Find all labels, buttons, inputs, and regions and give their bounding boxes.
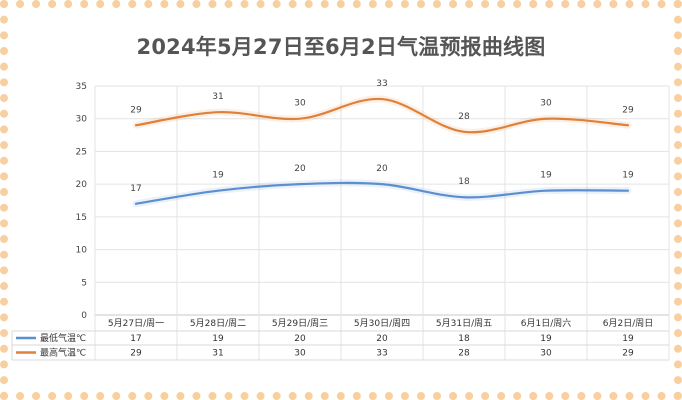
legend-label: 最高气温℃ — [40, 347, 86, 359]
y-tick-label: 35 — [76, 82, 87, 92]
y-tick-label: 25 — [76, 147, 87, 157]
y-tick-label: 15 — [76, 213, 87, 223]
data-label: 19 — [540, 171, 552, 181]
data-label: 28 — [458, 112, 470, 122]
table-cell-value: 20 — [376, 334, 388, 344]
x-tick-label: 5月29日/周三 — [272, 318, 328, 329]
x-tick-label: 5月28日/周二 — [190, 318, 246, 329]
table-cell-value: 19 — [622, 334, 634, 344]
table-cell-value: 19 — [212, 334, 224, 344]
y-tick-label: 30 — [76, 115, 88, 125]
table-cell-value: 17 — [130, 334, 141, 344]
y-tick-label: 20 — [76, 180, 88, 190]
y-tick-label: 5 — [81, 278, 87, 288]
series-line-glow — [132, 95, 632, 136]
data-label: 29 — [622, 105, 634, 115]
table-cell-value: 30 — [540, 349, 552, 359]
table-cell-value: 19 — [540, 334, 552, 344]
data-label: 19 — [212, 171, 224, 181]
table-cell-value: 30 — [294, 349, 306, 359]
y-tick-label: 0 — [81, 311, 87, 321]
data-label: 19 — [622, 171, 634, 181]
x-tick-label: 5月27日/周一 — [108, 318, 164, 329]
x-tick-label: 6月2日/周日 — [603, 318, 654, 329]
data-label: 33 — [376, 79, 387, 89]
table-cell-value: 31 — [212, 349, 223, 359]
table-cell-value: 28 — [458, 349, 470, 359]
data-label: 20 — [294, 164, 306, 174]
table-cell-value: 18 — [458, 334, 470, 344]
x-tick-label: 5月31日/周五 — [436, 318, 492, 329]
x-tick-label: 5月30日/周四 — [354, 318, 410, 329]
data-label: 18 — [458, 177, 470, 187]
y-tick-label: 10 — [76, 246, 88, 256]
data-label: 31 — [212, 92, 223, 102]
table-cell-value: 29 — [622, 349, 634, 359]
table-cell-value: 33 — [376, 349, 387, 359]
table-cell-value: 20 — [294, 334, 306, 344]
chart-title: 2024年5月27日至6月2日气温预报曲线图 — [136, 35, 546, 59]
data-label: 29 — [130, 105, 142, 115]
series-line-glow — [132, 179, 632, 208]
data-label: 20 — [376, 164, 388, 174]
data-label: 17 — [130, 184, 141, 194]
data-label: 30 — [294, 99, 306, 109]
x-tick-label: 6月1日/周六 — [521, 317, 572, 329]
legend-label: 最低气温℃ — [40, 332, 86, 344]
table-cell-value: 29 — [130, 349, 142, 359]
data-label: 30 — [540, 99, 552, 109]
